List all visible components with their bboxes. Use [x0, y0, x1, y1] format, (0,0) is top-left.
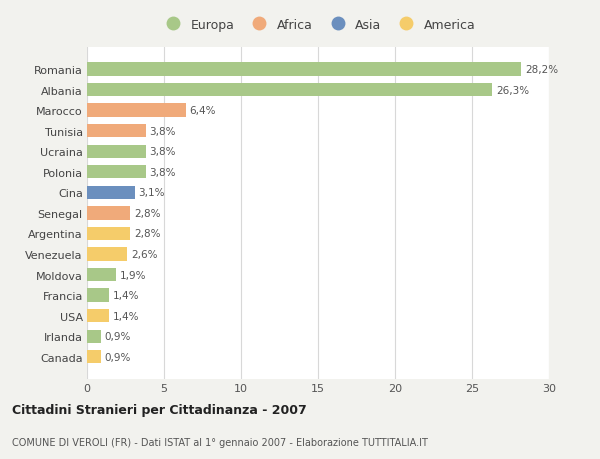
Bar	[87, 350, 101, 364]
Bar	[87, 227, 130, 241]
Text: 3,8%: 3,8%	[149, 147, 176, 157]
Text: 1,4%: 1,4%	[112, 291, 139, 301]
Text: 2,8%: 2,8%	[134, 208, 160, 218]
Text: Cittadini Stranieri per Cittadinanza - 2007: Cittadini Stranieri per Cittadinanza - 2…	[12, 403, 307, 416]
Bar	[87, 289, 109, 302]
Bar	[87, 63, 521, 77]
Bar	[87, 330, 101, 343]
Text: 0,9%: 0,9%	[105, 352, 131, 362]
Bar	[87, 166, 146, 179]
Text: 3,8%: 3,8%	[149, 126, 176, 136]
Text: 6,4%: 6,4%	[190, 106, 216, 116]
Text: 1,4%: 1,4%	[112, 311, 139, 321]
Text: 2,8%: 2,8%	[134, 229, 160, 239]
Bar	[87, 104, 185, 118]
Bar	[87, 309, 109, 323]
Text: 3,8%: 3,8%	[149, 168, 176, 178]
Legend: Europa, Africa, Asia, America: Europa, Africa, Asia, America	[157, 15, 479, 35]
Text: 3,1%: 3,1%	[139, 188, 165, 198]
Text: 0,9%: 0,9%	[105, 331, 131, 341]
Bar	[87, 186, 135, 200]
Text: 2,6%: 2,6%	[131, 249, 157, 259]
Text: COMUNE DI VEROLI (FR) - Dati ISTAT al 1° gennaio 2007 - Elaborazione TUTTITALIA.: COMUNE DI VEROLI (FR) - Dati ISTAT al 1°…	[12, 437, 428, 447]
Text: 26,3%: 26,3%	[496, 85, 529, 95]
Bar	[87, 248, 127, 261]
Text: 1,9%: 1,9%	[120, 270, 146, 280]
Bar	[87, 207, 130, 220]
Bar	[87, 269, 116, 282]
Bar	[87, 125, 146, 138]
Bar	[87, 145, 146, 158]
Text: 28,2%: 28,2%	[525, 65, 558, 75]
Bar	[87, 84, 492, 97]
